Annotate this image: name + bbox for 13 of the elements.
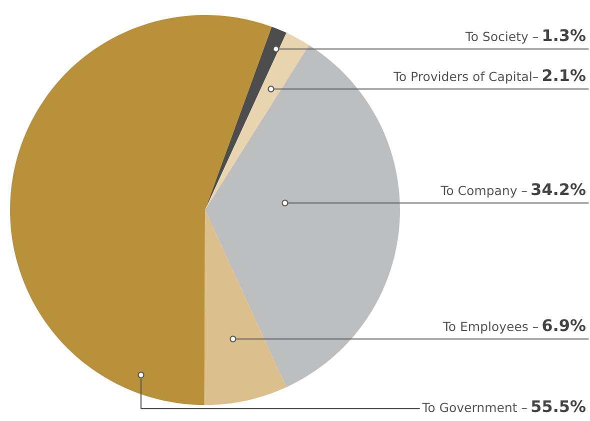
slice-label: To Providers of Capital– [393, 72, 538, 84]
slice-label: To Company – [440, 186, 527, 198]
data-label: 34.2% [532, 183, 586, 196]
data-label: 1.3% [544, 29, 586, 42]
pie-slice [204, 210, 286, 405]
slice-label: To Government – [422, 402, 527, 412]
pie-slice [10, 15, 272, 405]
slice-label: To Society – [465, 32, 538, 44]
data-label: 6.9% [542, 319, 586, 332]
slice-label: To Employees – [442, 322, 538, 334]
data-label: 55.5% [532, 400, 586, 412]
pie-slice [205, 32, 310, 210]
data-label: 2.1% [542, 69, 586, 82]
